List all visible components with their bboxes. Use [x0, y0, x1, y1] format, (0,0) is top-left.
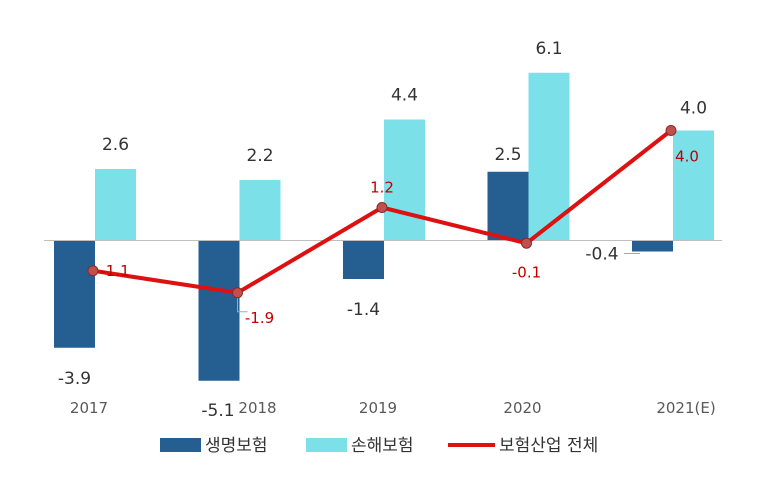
- legend-label-2: 보험산업 전체: [499, 436, 598, 456]
- label-life-2021(E): -0.4: [585, 245, 618, 265]
- point-total-2021(E): [665, 125, 677, 136]
- legend-item-1: 손해보험: [306, 436, 414, 456]
- label-total-2018: -1.9: [245, 309, 274, 327]
- label-nonlife-2020: 6.1: [535, 39, 562, 59]
- legend-item-0: 생명보험: [160, 436, 268, 456]
- bar-life-2017: [54, 240, 95, 348]
- leader-lines-layer: [237, 253, 640, 313]
- label-total-2017: -1.1: [100, 262, 129, 280]
- leader-total-2018: [237, 296, 248, 313]
- label-nonlife-2019: 4.4: [391, 86, 418, 106]
- bar-life-2018: [198, 240, 240, 381]
- label-life-2017: -3.9: [58, 369, 91, 389]
- bar-nonlife-2017: [95, 169, 136, 241]
- point-total-2019: [376, 202, 388, 213]
- legend-label-0: 생명보험: [205, 436, 268, 456]
- bar-nonlife-2018: [239, 180, 281, 241]
- legend-item-2: 보험산업 전체: [448, 436, 598, 456]
- legend-swatch-1: [306, 438, 347, 452]
- legend-swatch-0: [160, 438, 201, 452]
- label-life-2020: 2.5: [494, 145, 521, 165]
- data-labels-layer: -3.9 2.6 -5.1 2.2 -1.4 4.4 2.5 6.1 -0.4 4.0 -1.1 -1…: [58, 39, 707, 421]
- label-nonlife-2017: 2.6: [102, 135, 129, 155]
- tick-2017: 2017: [70, 399, 108, 417]
- tick-2018: 2018: [238, 399, 276, 417]
- tick-2020: 2020: [503, 399, 541, 417]
- label-life-2019: -1.4: [347, 300, 380, 320]
- point-total-2020: [521, 237, 532, 249]
- point-total-2017: [87, 265, 99, 277]
- point-total-2018: [232, 287, 243, 299]
- bars-layer: [54, 72, 714, 381]
- label-nonlife-2018: 2.2: [246, 146, 273, 166]
- tick-2019: 2019: [359, 399, 397, 417]
- label-total-2020: -0.1: [512, 263, 541, 281]
- label-total-2021(E): 4.0: [675, 148, 699, 166]
- label-total-2019: 1.2: [370, 179, 394, 197]
- bar-nonlife-2021(E): [673, 130, 714, 241]
- bar-nonlife-2019: [384, 119, 425, 241]
- label-life-2018: -5.1: [201, 401, 234, 421]
- legend-label-1: 손해보험: [351, 436, 414, 456]
- label-nonlife-2021(E): 4.0: [680, 99, 707, 119]
- bar-life-2021(E): [632, 240, 673, 252]
- tick-2021(E): 2021(E): [656, 399, 715, 417]
- category-ticks-layer: 2017 2018 2019 2020 2021(E): [70, 399, 716, 417]
- total-line-layer: [87, 125, 677, 299]
- bar-life-2019: [343, 240, 384, 279]
- legend: 생명보험 손해보험 보험산업 전체: [160, 436, 598, 456]
- bar-life-2020: [487, 171, 529, 241]
